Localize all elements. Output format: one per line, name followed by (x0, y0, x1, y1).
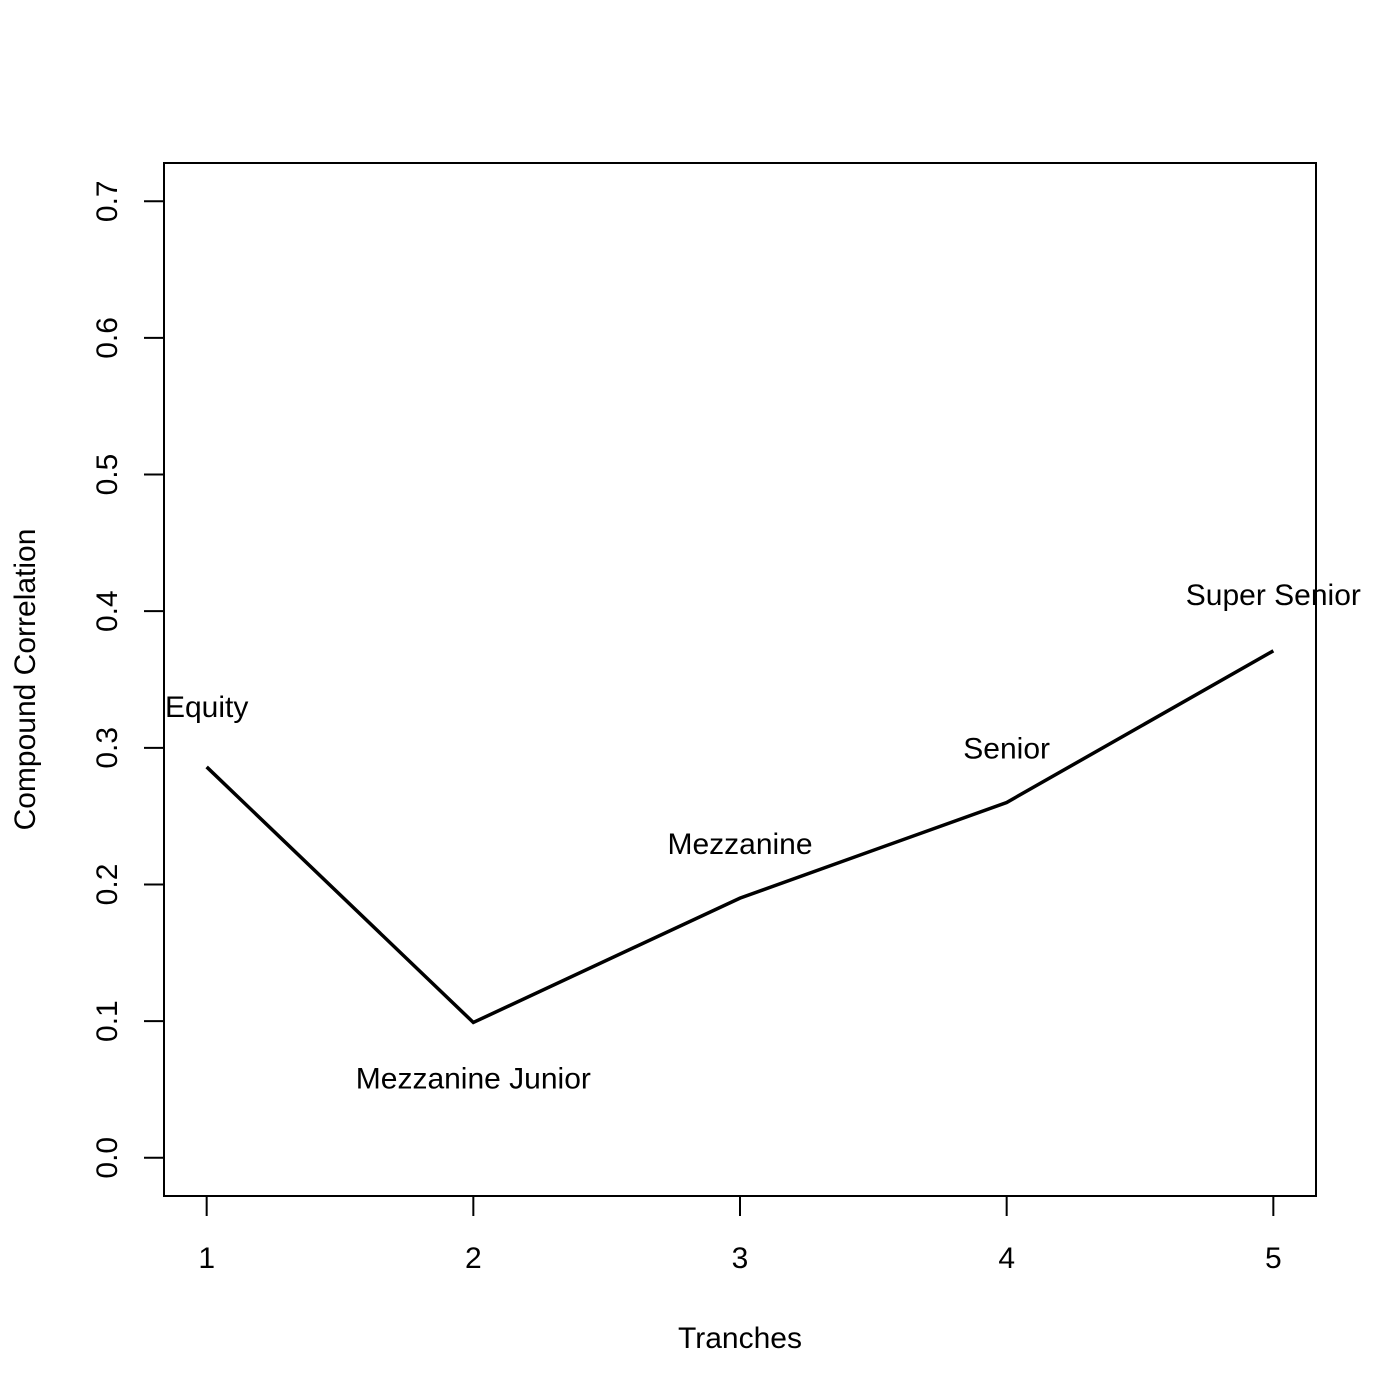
x-tick-label: 3 (732, 1242, 749, 1275)
x-tick-label: 1 (198, 1242, 215, 1275)
y-axis-ticks: 0.0 0.1 0.2 0.3 0.4 0.5 0.6 0.7 (91, 180, 164, 1179)
y-tick-label: 0.0 (91, 1137, 124, 1179)
y-axis-label: Compound Correlation (9, 529, 42, 831)
point-label: Mezzanine (667, 828, 812, 861)
y-tick-label: 0.6 (91, 317, 124, 359)
x-axis-label: Tranches (678, 1322, 802, 1355)
y-tick-label: 0.1 (91, 1000, 124, 1042)
x-tick-label: 4 (998, 1242, 1015, 1275)
y-tick-label: 0.3 (91, 727, 124, 769)
x-tick-label: 2 (465, 1242, 482, 1275)
y-tick-label: 0.7 (91, 180, 124, 222)
x-axis-ticks: 1 2 3 4 5 (198, 1196, 1282, 1275)
y-tick-label: 0.5 (91, 454, 124, 496)
x-tick-label: 5 (1265, 1242, 1282, 1275)
point-label: Senior (963, 732, 1050, 765)
point-label: Super Senior (1186, 579, 1361, 612)
point-label: Mezzanine Junior (356, 1062, 591, 1095)
y-tick-label: 0.4 (91, 590, 124, 632)
point-label: Equity (165, 691, 248, 724)
point-labels: Equity Mezzanine Junior Mezzanine Senior Sup… (165, 579, 1361, 1096)
series-line (205, 649, 1275, 1025)
y-tick-label: 0.2 (91, 864, 124, 906)
